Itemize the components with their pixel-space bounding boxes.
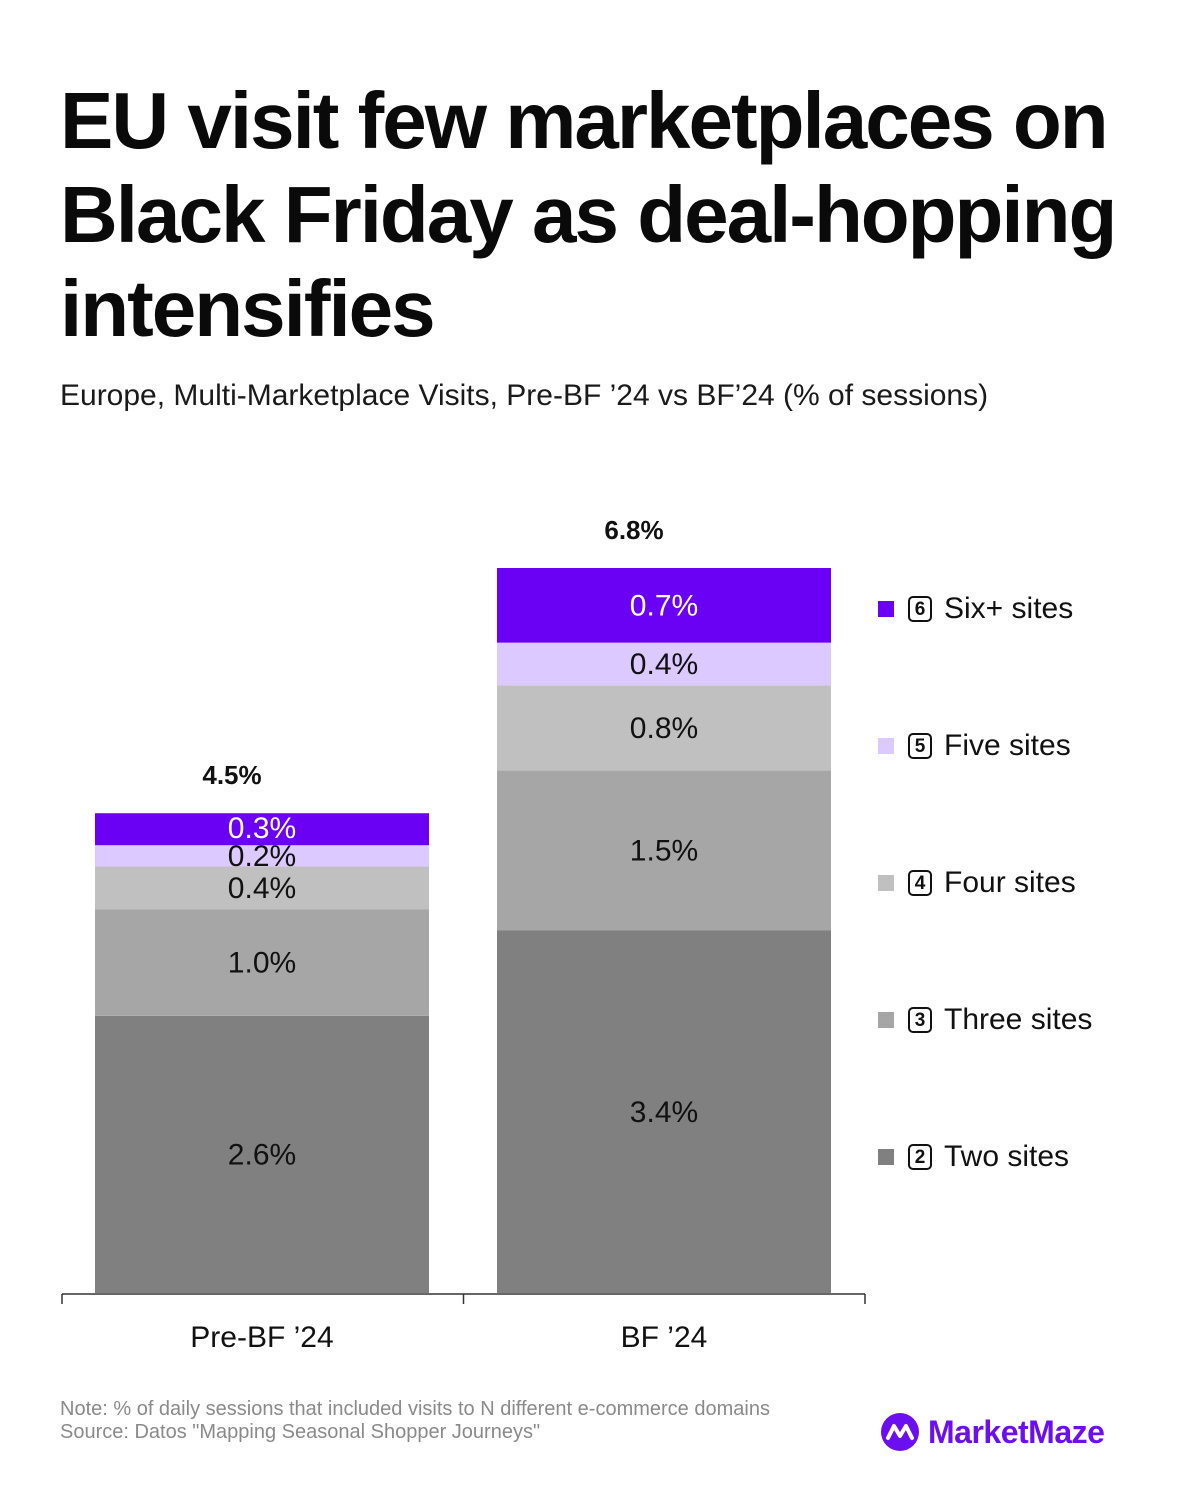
legend-label: Five sites <box>944 729 1071 762</box>
bar-segment <box>95 845 429 867</box>
x-tick-label: Pre-BF ’24 <box>190 1321 333 1354</box>
bar-segment <box>497 685 831 771</box>
segment-value-label: 0.4% <box>228 872 296 905</box>
brand-name: MarketMaze <box>928 1413 1105 1450</box>
bar-segment <box>95 1015 429 1293</box>
legend-label: Three sites <box>944 1003 1093 1036</box>
bar-segment <box>497 930 831 1293</box>
brand-logo: MarketMaze <box>880 1412 1105 1452</box>
legend-label: Two sites <box>944 1140 1070 1173</box>
segment-value-label: 3.4% <box>630 1096 698 1129</box>
legend-label: Four sites <box>944 866 1076 899</box>
x-tick-label: BF ’24 <box>621 1321 708 1354</box>
bar-segment <box>95 909 429 1016</box>
legend-number-badge: 2 <box>908 1144 932 1170</box>
segment-value-label: 0.2% <box>228 840 296 873</box>
legend-item-four: 4 Four sites <box>878 858 1076 908</box>
legend-swatch <box>878 738 894 754</box>
bar-segment <box>95 866 429 910</box>
legend-label: Six+ sites <box>944 592 1074 625</box>
segment-value-label: 1.0% <box>228 946 296 979</box>
legend-item-five: 5 Five sites <box>878 721 1071 771</box>
source-text: Source: Datos "Mapping Seasonal Shopper … <box>60 1421 541 1443</box>
chart-footnote: Note: % of daily sessions that included … <box>60 1398 770 1444</box>
segment-value-label: 2.6% <box>228 1138 296 1171</box>
bar-segment <box>497 568 831 643</box>
segment-value-label: 1.5% <box>630 835 698 868</box>
chart-title: EU visit few marketplaces on Black Frida… <box>60 76 1117 353</box>
legend-item-three: 3 Three sites <box>878 995 1092 1045</box>
legend-swatch <box>878 601 894 617</box>
legend-item-two: 2 Two sites <box>878 1132 1069 1182</box>
segment-value-label: 0.3% <box>228 812 296 845</box>
legend-swatch <box>878 1012 894 1028</box>
legend-number-badge: 3 <box>908 1007 932 1033</box>
total-value-label: 4.5% <box>202 760 261 790</box>
legend-number-badge: 5 <box>908 733 932 759</box>
legend-number-badge: 6 <box>908 596 932 622</box>
legend-swatch <box>878 1149 894 1165</box>
chart-subtitle: Europe, Multi-Marketplace Visits, Pre-BF… <box>60 379 989 412</box>
marketmaze-logo-icon <box>881 1413 919 1451</box>
total-value-label: 6.8% <box>604 515 663 545</box>
segment-value-label: 0.4% <box>630 648 698 681</box>
segment-value-label: 0.8% <box>630 712 698 745</box>
bar-segment <box>497 642 831 686</box>
legend-swatch <box>878 875 894 891</box>
legend-number-badge: 4 <box>908 870 932 896</box>
note-text: Note: % of daily sessions that included … <box>60 1398 770 1420</box>
legend-item-six-plus: 6 Six+ sites <box>878 584 1073 634</box>
bar-segment <box>95 813 429 846</box>
bar-segment <box>497 770 831 931</box>
segment-value-label: 0.7% <box>630 589 698 622</box>
stacked-bar-chart: 2.6%1.0%0.4%0.2%0.3%4.5%Pre-BF ’243.4%1.… <box>61 515 866 1354</box>
